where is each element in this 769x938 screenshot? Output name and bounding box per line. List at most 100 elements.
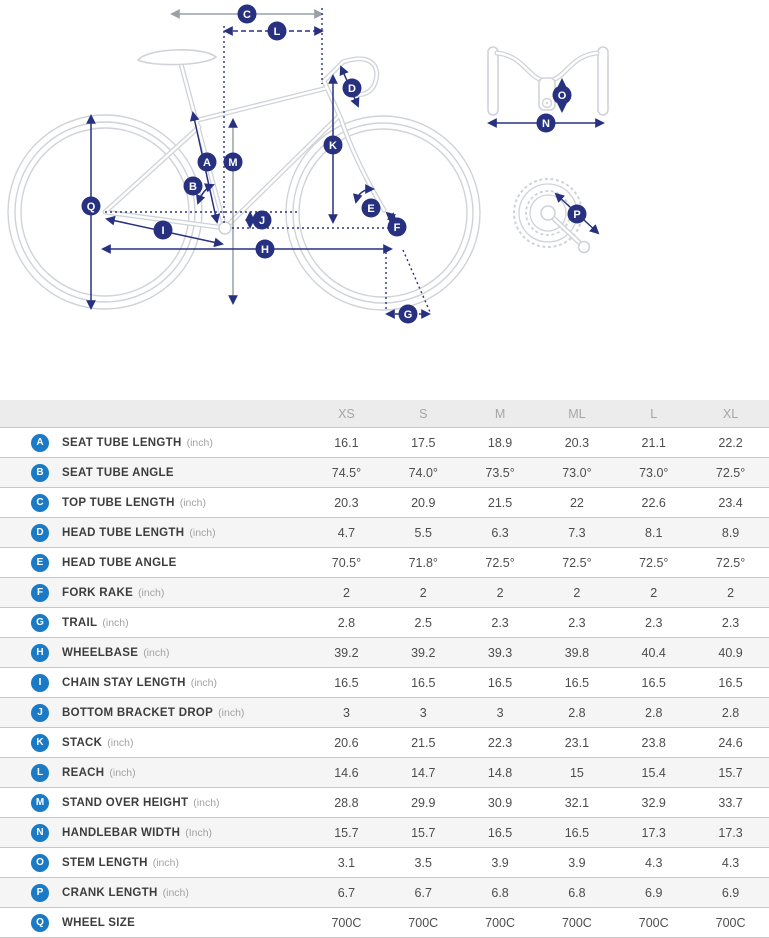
row-label: FORK RAKE <box>62 586 134 599</box>
row-label-cell: I CHAIN STAY LENGTH (inch) <box>0 668 308 698</box>
table-row: N HANDLEBAR WIDTH (Inch) 15.7 15.7 16.5 16.5 17… <box>0 817 769 848</box>
row-label: HEAD TUBE LENGTH <box>62 526 185 539</box>
cell-value: 3 <box>342 705 350 720</box>
bottom-bracket <box>218 221 232 235</box>
row-marker-badge: E <box>31 553 49 572</box>
measurement-lines <box>86 8 431 319</box>
table-row: I CHAIN STAY LENGTH (inch) 16.5 16.5 16.5 16.5… <box>0 667 769 698</box>
table-row: Q WHEEL SIZE 700C 700C 700C 700C 700C 700C <box>0 907 769 938</box>
marker-f-badge: F <box>387 217 407 237</box>
row-unit: (inch) <box>193 796 220 809</box>
row-marker-badge: K <box>31 733 49 752</box>
cell-value: 700C <box>331 915 362 930</box>
cell-value: 28.8 <box>334 795 359 810</box>
cell-value: 15.7 <box>411 825 436 840</box>
cell-value: 23.1 <box>564 735 590 750</box>
cell-value: 40.9 <box>718 645 743 660</box>
row-marker-badge: Q <box>31 913 49 932</box>
cell-value: 18.9 <box>487 435 513 450</box>
cell-value: 3.9 <box>491 855 509 870</box>
row-unit: (inch) <box>162 886 189 899</box>
row-label-cell: H WHEELBASE (inch) <box>0 638 308 668</box>
geometry-table: XS S M ML L XL A SEAT TUBE LENGTH (inch) 16.1 17.… <box>0 400 769 938</box>
marker-l-letter: L <box>274 26 281 38</box>
cell-value: 15.7 <box>334 825 359 840</box>
cell-value: 71.8° <box>408 555 438 570</box>
marker-g-badge: G <box>398 304 418 324</box>
cell-value: 32.9 <box>641 795 666 810</box>
cell-value: 20.3 <box>334 495 359 510</box>
marker-f-letter: F <box>394 222 401 234</box>
row-label-cell: D HEAD TUBE LENGTH (inch) <box>0 518 308 548</box>
marker-n-badge: N <box>536 113 556 133</box>
cell-value: 4.7 <box>337 525 356 540</box>
cell-value: 14.6 <box>334 765 359 780</box>
cell-value: 72.5° <box>639 555 669 570</box>
cell-value: 6.9 <box>645 885 663 900</box>
cell-value: 15.7 <box>718 765 743 780</box>
cell-value: 700C <box>485 915 516 930</box>
cell-value: 16.5 <box>487 675 513 690</box>
cell-value: 73.0° <box>562 465 592 480</box>
marker-c-letter: C <box>243 9 251 21</box>
marker-g-letter: G <box>404 309 413 321</box>
row-label-cell: F FORK RAKE (inch) <box>0 578 308 608</box>
size-column-header: S <box>384 400 462 428</box>
cell-value: 21.5 <box>487 495 513 510</box>
cell-value: 2.8 <box>721 705 740 720</box>
row-label-cell: C TOP TUBE LENGTH (inch) <box>0 488 308 518</box>
cell-value: 24.6 <box>718 735 743 750</box>
row-label: TRAIL <box>62 616 98 629</box>
row-label-cell: J BOTTOM BRACKET DROP (inch) <box>0 698 308 728</box>
size-column-header: M <box>461 400 539 428</box>
row-marker-badge: G <box>31 613 49 632</box>
table-row: G TRAIL (inch) 2.8 2.5 2.3 2.3 2.3 2.3 <box>0 607 769 638</box>
row-unit: (inch) <box>152 856 179 869</box>
row-marker-badge: L <box>31 763 49 782</box>
row-label-cell: P CRANK LENGTH (inch) <box>0 878 308 908</box>
row-label-cell: L REACH (inch) <box>0 758 308 788</box>
cell-value: 700C <box>715 915 746 930</box>
cell-value: 6.7 <box>337 885 356 900</box>
cell-value: 22.3 <box>487 735 513 750</box>
row-marker-badge: P <box>31 883 49 902</box>
row-marker-badge: C <box>31 493 49 512</box>
cell-value: 73.5° <box>485 465 515 480</box>
cell-value: 33.7 <box>718 795 743 810</box>
row-label-cell: M STAND OVER HEIGHT (inch) <box>0 788 308 818</box>
size-header-spacer <box>0 400 308 428</box>
cell-value: 4.3 <box>645 855 663 870</box>
table-row: P CRANK LENGTH (inch) 6.7 6.7 6.8 6.8 6.9 6.9 <box>0 877 769 908</box>
saddle <box>136 49 218 66</box>
cell-value: 2.8 <box>645 705 663 720</box>
arc-head-tube-angle <box>353 184 375 204</box>
cell-value: 72.5° <box>715 555 746 570</box>
cell-value: 700C <box>561 915 592 930</box>
row-label: SEAT TUBE ANGLE <box>62 466 174 479</box>
row-marker-badge: M <box>31 793 49 812</box>
marker-b-letter: B <box>189 181 197 193</box>
cell-value: 17.3 <box>718 825 743 840</box>
marker-j-letter: J <box>259 215 265 227</box>
row-unit: (inch) <box>189 526 216 539</box>
marker-q-letter: Q <box>87 201 96 213</box>
row-label: HEAD TUBE ANGLE <box>62 556 177 569</box>
table-row: C TOP TUBE LENGTH (inch) 20.3 20.9 21.5 22 22.6… <box>0 487 769 518</box>
cell-value: 72.5° <box>562 555 592 570</box>
row-unit: (inch) <box>109 766 136 779</box>
marker-p-letter: P <box>573 209 580 221</box>
cell-value: 16.5 <box>641 675 666 690</box>
cell-value: 2 <box>727 585 735 600</box>
cell-value: 2.8 <box>568 705 586 720</box>
table-row: E HEAD TUBE ANGLE 70.5° 71.8° 72.5° 72.5° 72.5… <box>0 547 769 578</box>
row-marker-badge: H <box>31 643 49 662</box>
frame <box>102 49 387 235</box>
marker-l-badge: L <box>267 21 287 41</box>
cell-value: 74.5° <box>331 465 362 480</box>
marker-h-badge: H <box>255 239 275 259</box>
table-row: D HEAD TUBE LENGTH (inch) 4.7 5.5 6.3 7.3 8.1 8.… <box>0 517 769 548</box>
marker-p-badge: P <box>567 204 587 224</box>
row-marker-badge: F <box>31 583 49 602</box>
cell-value: 23.8 <box>641 735 666 750</box>
table-row: B SEAT TUBE ANGLE 74.5° 74.0° 73.5° 73.0° 73.0… <box>0 457 769 488</box>
